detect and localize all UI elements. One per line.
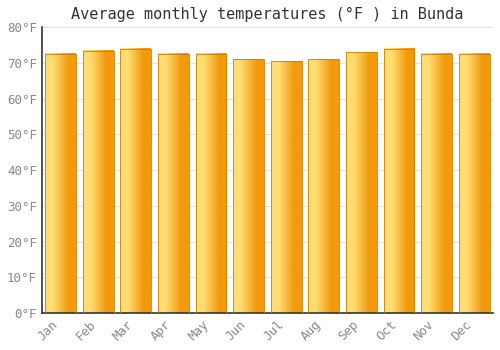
Bar — [271, 61, 302, 313]
Bar — [233, 60, 264, 313]
Bar — [384, 49, 414, 313]
Bar — [459, 54, 490, 313]
Bar — [158, 54, 189, 313]
Bar — [308, 60, 340, 313]
Bar — [346, 52, 377, 313]
Bar — [421, 54, 452, 313]
Bar — [120, 49, 151, 313]
Bar — [45, 54, 76, 313]
Bar — [83, 50, 114, 313]
Title: Average monthly temperatures (°F ) in Bunda: Average monthly temperatures (°F ) in Bu… — [71, 7, 464, 22]
Bar — [196, 54, 226, 313]
